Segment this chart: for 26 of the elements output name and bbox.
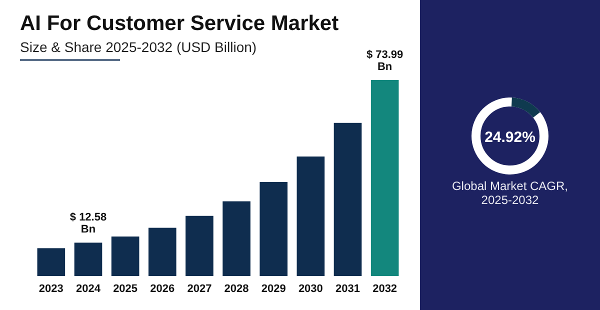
x-tick-label: 2030 bbox=[298, 283, 323, 295]
x-tick-label: 2029 bbox=[261, 283, 286, 295]
bar bbox=[148, 228, 176, 276]
x-tick-label: 2024 bbox=[76, 283, 102, 295]
x-tick-label: 2031 bbox=[336, 283, 360, 295]
text: Global Market CAGR, 2025-2032 bbox=[452, 179, 568, 207]
data-label: $ 73.99 Bn bbox=[366, 49, 404, 73]
bar bbox=[370, 80, 399, 276]
bar bbox=[296, 156, 325, 276]
x-tick-label: 2025 bbox=[113, 283, 138, 295]
bar bbox=[334, 122, 362, 276]
x-tick-label: 2023 bbox=[38, 283, 64, 295]
bar bbox=[222, 201, 250, 276]
data-label: $ 12.58 Bn bbox=[70, 212, 107, 236]
x-tick-label: 2027 bbox=[187, 283, 212, 295]
bar bbox=[74, 242, 102, 276]
x-tick-label: 2032 bbox=[372, 283, 398, 295]
chart-title: AI For Customer Service Market bbox=[20, 12, 339, 35]
x-tick-label: 2028 bbox=[224, 283, 249, 295]
text: 24.92% bbox=[484, 129, 536, 146]
chart-subtitle: Size & Share 2025-2032 (USD Billion) bbox=[20, 39, 257, 55]
bar bbox=[111, 236, 140, 276]
x-tick-label: 2026 bbox=[150, 283, 175, 295]
bar bbox=[37, 248, 66, 276]
bar bbox=[186, 216, 214, 276]
bar bbox=[260, 182, 288, 276]
